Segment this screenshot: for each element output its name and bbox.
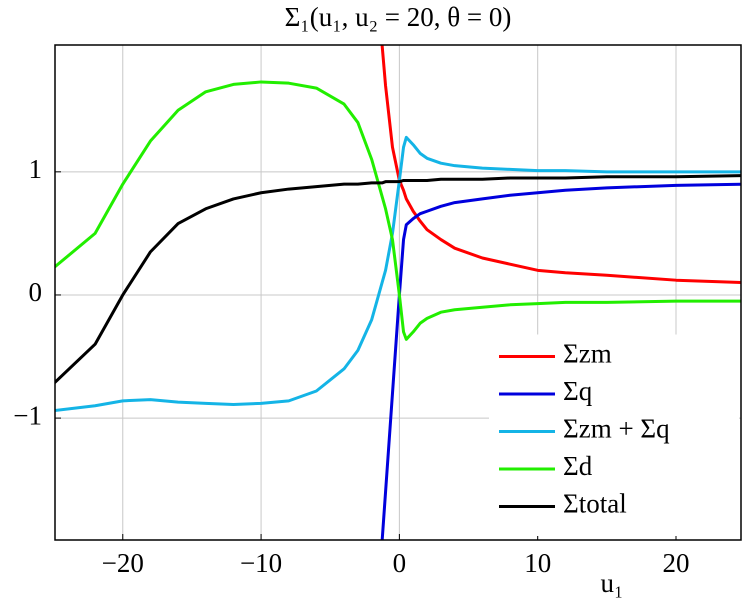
- legend-label: Σzm: [563, 339, 612, 369]
- y-tick-label: 0: [29, 277, 43, 307]
- legend: Σzm Σq Σzm + Σq Σd Σtotal: [489, 334, 739, 536]
- x-axis-label: u₁: [601, 568, 624, 598]
- plot-frame: [54, 44, 742, 541]
- series-line: [380, 45, 741, 285]
- series-line: [55, 135, 741, 413]
- y-tick-label: 1: [29, 154, 43, 184]
- legend-label: Σd: [563, 451, 593, 481]
- y-tick-label: −1: [13, 400, 42, 430]
- legend-label: Σq: [563, 376, 593, 406]
- x-tick-label: −10: [240, 548, 282, 578]
- legend-label: Σtotal: [563, 489, 627, 519]
- x-tick-label: 0: [393, 548, 407, 578]
- x-tick-label: −20: [102, 548, 144, 578]
- x-tick-label: 10: [524, 548, 551, 578]
- plot-area: [55, 45, 741, 540]
- chart-title: Σ₁(u₁, u₂ = 20, θ = 0): [285, 2, 512, 32]
- series-line: [55, 174, 741, 385]
- legend-label: Σzm + Σq: [563, 414, 670, 444]
- legend-box: [489, 334, 739, 536]
- series-line: [55, 80, 741, 341]
- series-line: [380, 182, 741, 540]
- x-tick-label: 20: [662, 548, 689, 578]
